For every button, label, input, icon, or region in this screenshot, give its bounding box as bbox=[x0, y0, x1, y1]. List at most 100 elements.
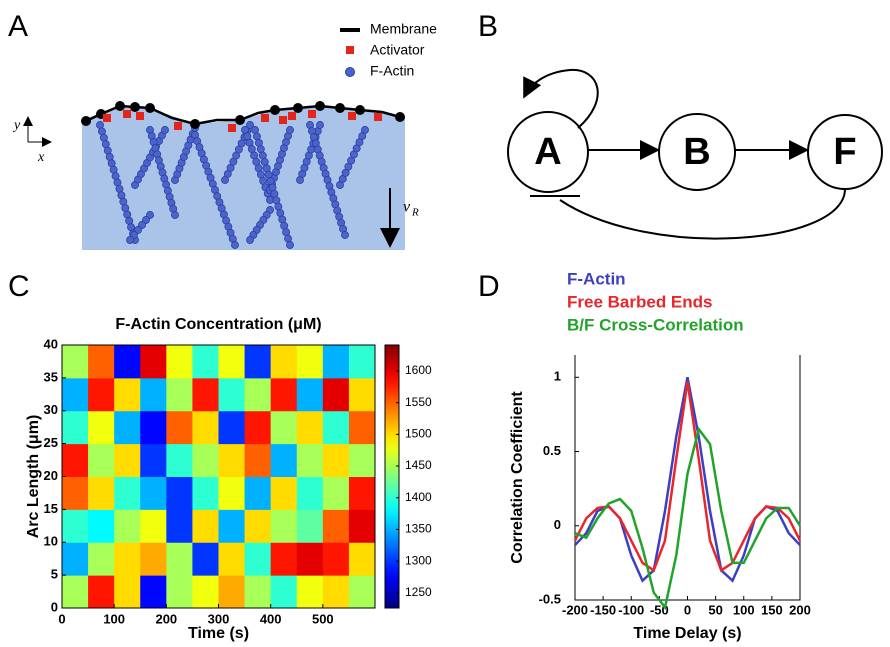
velocity-symbol: v bbox=[403, 199, 411, 216]
heat-cell bbox=[140, 542, 167, 576]
heat-cell bbox=[114, 410, 141, 445]
actin-monomer bbox=[171, 211, 179, 219]
chart-title: F-Actin Concentration (μM) bbox=[115, 316, 321, 333]
heat-cell bbox=[192, 575, 219, 609]
activator bbox=[103, 114, 111, 122]
axis-symbol: x bbox=[37, 150, 45, 165]
y-tick-label: 25 bbox=[44, 435, 58, 450]
panel-letter: D bbox=[478, 270, 500, 303]
heat-cell bbox=[270, 542, 298, 576]
x-tick-label: -100 bbox=[618, 602, 644, 617]
heat-cell bbox=[166, 443, 193, 477]
heat-cell bbox=[244, 575, 272, 609]
heat-cell bbox=[270, 509, 298, 543]
x-tick-label: -200 bbox=[562, 602, 588, 617]
panel-letter: B bbox=[478, 10, 498, 43]
heat-cell bbox=[192, 476, 219, 510]
membrane-node bbox=[190, 119, 200, 129]
heat-cell bbox=[296, 410, 324, 445]
heat-cell bbox=[270, 575, 298, 609]
heat-cell bbox=[322, 575, 350, 609]
heat-cell bbox=[348, 410, 376, 445]
heat-cell bbox=[114, 542, 141, 576]
heat-cell bbox=[296, 345, 324, 379]
legend-swatch bbox=[345, 67, 355, 77]
heat-cell bbox=[192, 542, 219, 576]
heat-cell bbox=[348, 575, 376, 609]
membrane-node bbox=[235, 115, 245, 125]
x-tick-label: 300 bbox=[208, 611, 230, 626]
activator bbox=[374, 113, 382, 121]
heat-cell bbox=[62, 476, 89, 510]
series-line bbox=[573, 381, 802, 573]
heat-cell bbox=[348, 443, 376, 477]
actin-monomer bbox=[341, 231, 349, 239]
membrane-node bbox=[355, 105, 365, 115]
y-tick-label: 35 bbox=[44, 369, 58, 384]
heat-cell bbox=[270, 377, 298, 412]
heat-cell bbox=[114, 476, 141, 510]
series-line bbox=[574, 426, 802, 611]
heat-cell bbox=[62, 509, 89, 543]
heat-cell bbox=[62, 410, 89, 445]
heat-cell bbox=[322, 410, 350, 445]
colorbar-tick-label: 1250 bbox=[405, 585, 432, 599]
legend-label: Membrane bbox=[370, 21, 437, 37]
heat-cell bbox=[218, 443, 246, 477]
y-axis-label: Arc Length (μm) bbox=[25, 415, 42, 539]
heat-cell bbox=[140, 410, 167, 445]
legend-label: F-Actin bbox=[370, 63, 414, 79]
heat-cell bbox=[348, 509, 376, 543]
actin-monomer bbox=[316, 121, 324, 129]
heat-cell bbox=[244, 443, 272, 477]
y-tick-label: 0 bbox=[51, 599, 58, 614]
heat-cell bbox=[218, 542, 246, 576]
heat-cell bbox=[114, 509, 141, 543]
actin-monomer bbox=[286, 241, 294, 249]
heat-cell bbox=[88, 410, 115, 445]
heat-cell bbox=[322, 509, 350, 543]
heat-cell bbox=[62, 575, 89, 609]
colorbar-tick-label: 1350 bbox=[405, 522, 432, 536]
actin-monomer bbox=[246, 121, 254, 129]
heat-cell bbox=[218, 476, 246, 510]
heat-cell bbox=[166, 345, 193, 379]
heat-cell bbox=[322, 377, 350, 412]
heat-cell bbox=[88, 377, 115, 412]
heat-cell bbox=[192, 443, 219, 477]
heat-cell bbox=[270, 410, 298, 445]
heat-cell bbox=[218, 509, 246, 543]
heat-cell bbox=[88, 575, 115, 609]
heat-cell bbox=[166, 410, 193, 445]
heat-cell bbox=[218, 410, 246, 445]
heat-cell bbox=[192, 509, 219, 543]
y-tick-label: -0.5 bbox=[539, 591, 561, 606]
y-tick-label: 40 bbox=[44, 336, 58, 351]
x-tick-label: 50 bbox=[708, 602, 722, 617]
heat-cell bbox=[218, 575, 246, 609]
actin-monomer bbox=[246, 236, 254, 244]
heat-cell bbox=[166, 542, 193, 576]
legend-label: Activator bbox=[370, 42, 425, 58]
heat-cell bbox=[296, 377, 324, 412]
membrane-node bbox=[130, 102, 140, 112]
colorbar-tick-label: 1500 bbox=[405, 427, 432, 441]
heat-cell bbox=[140, 575, 167, 609]
membrane-node bbox=[335, 103, 345, 113]
heat-cell bbox=[166, 377, 193, 412]
heat-cell bbox=[296, 542, 324, 576]
activator bbox=[288, 112, 296, 120]
heat-cell bbox=[140, 476, 167, 510]
heat-cell bbox=[114, 345, 141, 379]
activator bbox=[261, 114, 269, 122]
x-tick-label: 200 bbox=[789, 602, 811, 617]
y-tick-label: 0 bbox=[554, 517, 561, 532]
activator bbox=[348, 112, 356, 120]
actin-monomer bbox=[361, 126, 369, 134]
node-label: A bbox=[534, 131, 561, 173]
x-tick-label: 100 bbox=[733, 602, 755, 617]
heat-cell bbox=[218, 345, 246, 379]
heat-cell bbox=[62, 443, 89, 477]
panel-letter: A bbox=[8, 10, 28, 43]
heat-cell bbox=[348, 377, 376, 412]
